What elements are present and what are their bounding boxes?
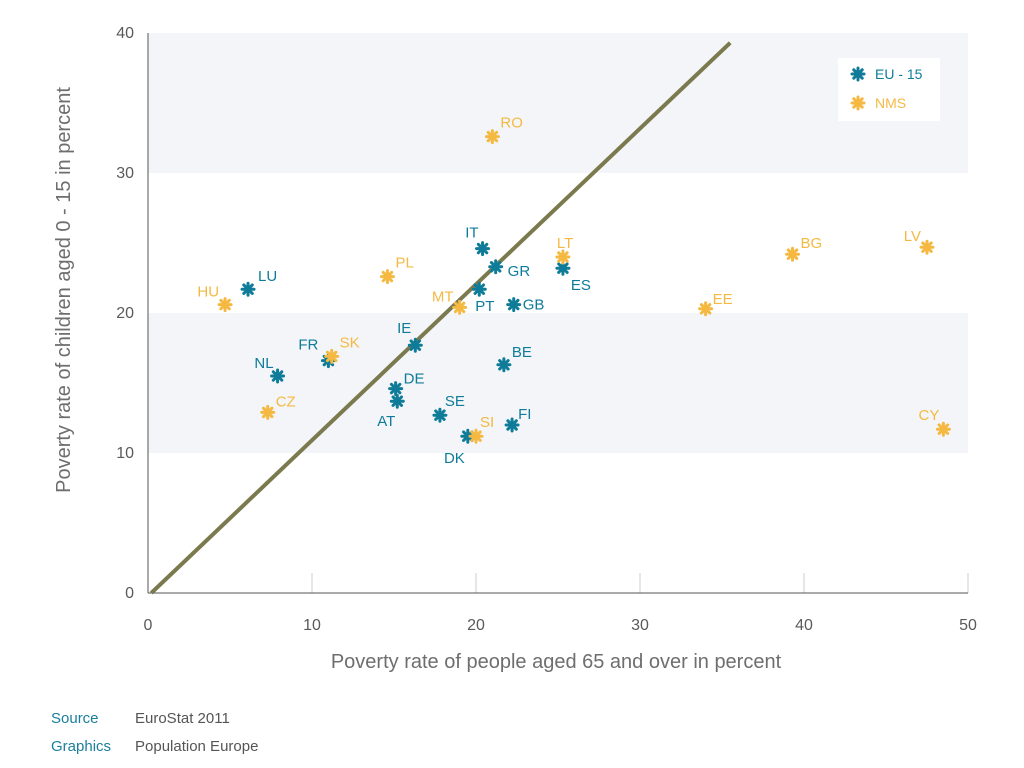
x-axis-title: Poverty rate of people aged 65 and over … (331, 651, 782, 673)
data-point-label: MT (432, 288, 454, 305)
data-point-marker (270, 368, 286, 384)
data-point-marker (407, 337, 423, 353)
data-point-marker (240, 281, 256, 297)
scatter-chart: 0 10 20 30 40 0 10 20 30 40 50 LU NL FR IE DE AT SE DK IT… (53, 25, 977, 673)
data-point-label: PL (395, 255, 413, 272)
data-point-marker (468, 428, 484, 444)
data-point-marker (452, 299, 468, 315)
legend-label: EU - 15 (875, 66, 923, 82)
data-points: LU NL FR IE DE AT SE DK IT GR PT GB ES BE FI HU CZ SK PL MT… (197, 115, 951, 467)
data-point-label: BE (512, 344, 532, 361)
y-tick-label: 20 (116, 305, 134, 322)
data-point-label: NL (254, 355, 273, 372)
data-point-marker (389, 393, 405, 409)
legend-marker (850, 95, 866, 111)
data-point-marker (217, 297, 233, 313)
data-point-label: HU (197, 284, 219, 301)
diagonal-reference-line (149, 41, 732, 595)
data-point-label: SK (340, 334, 360, 351)
background-band (148, 313, 968, 453)
background-bands (148, 33, 968, 453)
legend: EU - 15 NMS (838, 58, 940, 121)
data-point-label: DE (404, 371, 425, 388)
graphics-value: Population Europe (135, 738, 259, 755)
y-axis-title: Poverty rate of children aged 0 - 15 in … (53, 87, 75, 493)
data-point-label: GB (523, 297, 545, 314)
data-point-label: FI (518, 406, 531, 423)
x-tick-label: 20 (467, 617, 485, 634)
data-point-label: SE (445, 393, 465, 410)
data-point-label: DK (444, 450, 465, 467)
data-point-label: EE (713, 291, 733, 308)
y-tick-label: 40 (116, 25, 134, 42)
source-line: Source EuroStat 2011 (51, 710, 230, 727)
y-tick-label: 10 (116, 445, 134, 462)
x-tick-label: 10 (303, 617, 321, 634)
data-point-label: RO (500, 115, 523, 132)
legend-marker (850, 66, 866, 82)
graphics-label: Graphics (51, 738, 112, 755)
x-tick-marks (311, 573, 969, 593)
data-point-label: SI (480, 414, 494, 431)
data-point-marker (379, 269, 395, 285)
data-point-label: LU (258, 268, 277, 285)
data-point-marker (488, 259, 504, 275)
data-point-label: FR (298, 337, 318, 354)
data-point-marker (919, 239, 935, 255)
data-point-marker (471, 281, 487, 297)
x-tick-labels: 0 10 20 30 40 50 (144, 617, 977, 634)
source-value: EuroStat 2011 (135, 710, 230, 727)
x-tick-label: 50 (959, 617, 977, 634)
data-point-marker (388, 381, 404, 397)
data-point-label: ES (571, 277, 591, 294)
data-point-marker (698, 301, 714, 317)
legend-box (838, 58, 940, 121)
data-point-label: IE (397, 320, 411, 337)
background-band (148, 33, 968, 173)
data-point-label: AT (377, 413, 395, 430)
data-point-label: CZ (276, 393, 296, 410)
data-point-marker (432, 407, 448, 423)
data-point-label: GR (508, 263, 531, 280)
data-point-label: LT (557, 235, 573, 252)
y-tick-labels: 0 10 20 30 40 (116, 25, 134, 602)
data-point-marker (475, 241, 491, 257)
data-point-label: BG (801, 235, 823, 252)
x-tick-label: 40 (795, 617, 813, 634)
data-point-marker (484, 129, 500, 145)
data-point-marker (935, 421, 951, 437)
data-point-marker (504, 417, 520, 433)
data-point-label: LV (904, 228, 921, 245)
y-tick-label: 30 (116, 165, 134, 182)
data-point-marker (260, 404, 276, 420)
data-point-marker (555, 249, 571, 265)
graphics-line: Graphics Population Europe (51, 738, 258, 755)
x-tick-label: 30 (631, 617, 649, 634)
data-point-label: IT (465, 225, 478, 242)
data-point-marker (496, 357, 512, 373)
x-tick-label: 0 (144, 617, 153, 634)
data-point-marker (324, 348, 340, 364)
legend-label: NMS (875, 95, 906, 111)
data-point-marker (506, 297, 522, 313)
data-point-label: PT (475, 298, 494, 315)
source-label: Source (51, 710, 99, 727)
y-tick-label: 0 (125, 585, 134, 602)
data-point-label: CY (919, 407, 940, 424)
data-point-marker (785, 246, 801, 262)
